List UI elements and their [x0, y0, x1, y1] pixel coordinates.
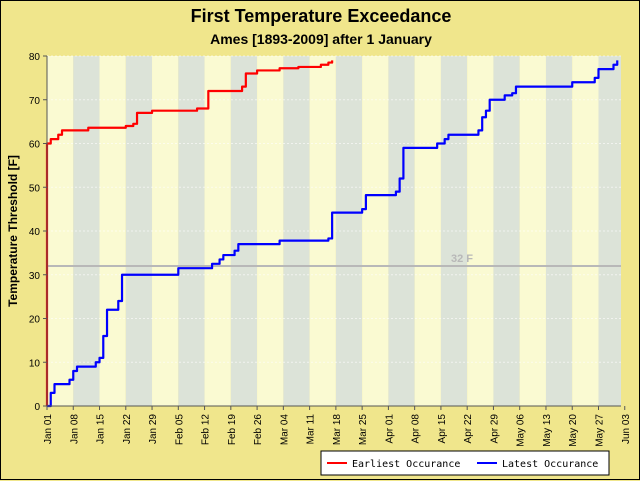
earliest-occurance-line — [45, 60, 334, 406]
x-tick-label: Jan 15 — [96, 414, 107, 444]
x-tick-label: Feb 12 — [201, 414, 212, 446]
latest-occurance-line — [47, 60, 619, 408]
x-tick-label: Jan 29 — [148, 414, 159, 444]
x-tick-label: Jun 03 — [621, 414, 632, 444]
y-tick-label: 60 — [29, 140, 41, 151]
series-lines — [45, 60, 619, 408]
y-tick-label: 20 — [29, 315, 41, 326]
x-tick-label: Apr 08 — [411, 414, 422, 444]
x-tick-label: Jan 08 — [69, 414, 80, 444]
legend: Earliest Occurance Latest Occurance — [320, 450, 610, 476]
y-tick-label: 0 — [34, 402, 40, 413]
x-tick-label: Apr 22 — [463, 414, 474, 444]
y-tick-label: 40 — [29, 227, 41, 238]
chart-subtitle: Ames [1893-2009] after 1 January — [210, 31, 432, 47]
legend-box — [320, 450, 610, 476]
x-tick-label: Apr 15 — [437, 414, 448, 444]
x-tick-label: Apr 01 — [384, 414, 395, 444]
week-band — [598, 56, 621, 406]
week-band — [257, 56, 284, 406]
x-tick-label: Mar 04 — [279, 414, 290, 446]
x-tick-label: Apr 29 — [489, 414, 500, 444]
y-axis-label: Temperature Threshold [F] — [6, 155, 20, 307]
x-tick-label: Mar 11 — [306, 414, 317, 445]
y-tick-label: 80 — [29, 52, 41, 63]
x-tick-label: May 06 — [516, 414, 527, 447]
y-tick-label: 50 — [29, 183, 41, 194]
x-tick-label: May 13 — [542, 414, 553, 447]
x-tick-label: Mar 25 — [358, 414, 369, 446]
reference-line: 32 F — [47, 253, 621, 267]
x-tick-label: May 27 — [594, 414, 605, 447]
x-tick-label: Jan 22 — [122, 414, 133, 444]
plot-background — [47, 56, 621, 406]
x-axis-ticks: Jan 01 Jan 08 Jan 15 Jan 22 Jan 29 Feb 05 Feb … — [43, 406, 632, 447]
y-tick-label: 10 — [29, 358, 41, 369]
week-band — [440, 56, 468, 406]
x-tick-label: May 20 — [568, 414, 579, 447]
y-tick-label: 70 — [29, 96, 41, 107]
y-tick-label: 30 — [29, 271, 41, 282]
y-axis-ticks: 0 10 20 30 40 50 60 70 80 — [29, 52, 47, 413]
legend-label: Latest Occurance — [502, 459, 598, 470]
x-tick-label: Mar 18 — [332, 414, 343, 446]
reference-line-label: 32 F — [451, 253, 473, 265]
x-tick-label: Jan 01 — [43, 414, 54, 444]
x-tick-label: Feb 26 — [253, 414, 264, 446]
chart-title: First Temperature Exceedance — [191, 6, 452, 26]
x-tick-label: Feb 19 — [227, 414, 238, 446]
x-tick-label: Feb 05 — [174, 414, 185, 446]
legend-label: Earliest Occurance — [352, 459, 460, 470]
